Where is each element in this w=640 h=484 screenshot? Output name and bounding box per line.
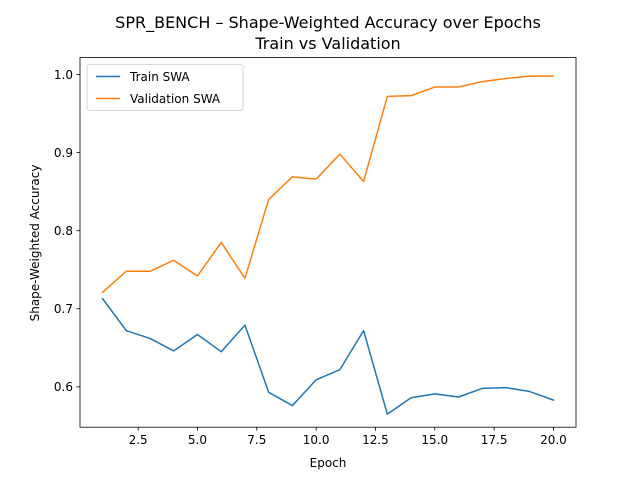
y-tick-label: 0.7 bbox=[54, 302, 73, 316]
x-tick-label: 5.0 bbox=[188, 433, 207, 447]
x-tick-label: 10.0 bbox=[303, 433, 330, 447]
x-tick-label: 17.5 bbox=[481, 433, 508, 447]
chart-title: SPR_BENCH – Shape-Weighted Accuracy over… bbox=[115, 13, 541, 33]
chart-subtitle: Train vs Validation bbox=[254, 34, 400, 53]
plot-area bbox=[79, 57, 577, 428]
axis-ticks: 2.5 5.0 7.5 10.0 12.5 15.0 17.5 20.0 0.6 0.7 0.8 0.… bbox=[54, 68, 567, 447]
x-tick-label: 2.5 bbox=[129, 433, 148, 447]
x-tick-label: 15.0 bbox=[421, 433, 448, 447]
series-line-train-swa bbox=[101, 297, 555, 415]
x-tick-label: 12.5 bbox=[362, 433, 389, 447]
y-tick-label: 0.6 bbox=[54, 380, 73, 394]
y-axis-label: Shape-Weighted Accuracy bbox=[28, 165, 42, 322]
legend-box bbox=[86, 64, 244, 111]
legend-label-validation-swa: Validation SWA bbox=[130, 92, 221, 106]
y-tick-label: 1.0 bbox=[54, 68, 73, 82]
y-tick-label: 0.8 bbox=[54, 224, 73, 238]
x-tick-label: 20.0 bbox=[540, 433, 567, 447]
series-line-validation-swa bbox=[101, 75, 555, 294]
x-axis-label: Epoch bbox=[310, 456, 347, 470]
x-tick-label: 7.5 bbox=[247, 433, 266, 447]
y-tick-label: 0.9 bbox=[54, 146, 73, 160]
legend-label-train-swa: Train SWA bbox=[129, 70, 190, 84]
plot-frame bbox=[79, 57, 577, 428]
series-lines bbox=[101, 75, 555, 415]
legend: Train SWA Validation SWA bbox=[86, 64, 244, 111]
